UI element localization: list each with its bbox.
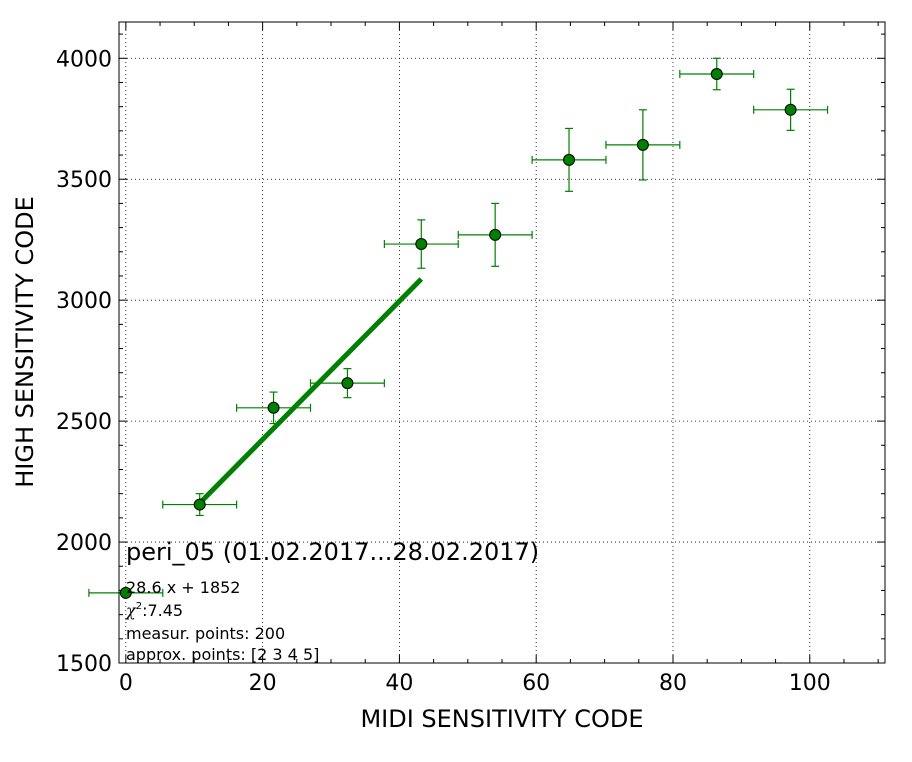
y-ticks: 1500 2000 2500 3000 3500 4000 [56,33,885,677]
x-tick-label: 0 [119,671,133,696]
measur-points: measur. points: 200 [126,624,285,643]
x-tick-label: 20 [249,671,277,696]
x-axis-label: MIDI SENSITIVITY CODE [360,705,643,733]
fit-equation: 28.6 x + 1852 [126,578,240,597]
fit-line [197,277,424,505]
approx-points: approx. points: [2 3 4 5] [126,645,319,664]
y-tick-label: 3500 [56,168,112,193]
x-tick-label: 40 [385,671,413,696]
y-tick-label: 2500 [56,410,112,435]
x-tick-label: 80 [659,671,687,696]
data-point [341,377,354,390]
y-tick-label: 3000 [56,289,112,314]
x-tick-label: 60 [522,671,550,696]
data-point [489,228,502,241]
y-tick-label: 2000 [56,531,112,556]
data-point [193,498,206,511]
data-point [415,238,428,251]
data-point [563,153,576,166]
chart-title: peri_05 (01.02.2017...28.02.2017) [126,538,539,566]
grid [119,22,885,664]
plot-frame [118,21,886,664]
data-point [636,138,649,151]
y-tick-label: 1500 [56,652,112,677]
data-point [119,586,132,599]
x-tick-label: 100 [789,671,831,696]
fit-line-group [197,277,424,505]
data-point [267,401,280,414]
chi2-label: χ2:7.45 [125,601,183,620]
y-axis-label: HIGH SENSITIVITY CODE [11,196,39,488]
data-point [710,68,723,81]
y-tick-label: 4000 [56,47,112,72]
chi2-value: :7.45 [142,601,183,620]
data-points [88,57,829,599]
x-ticks: 0 20 40 60 80 100 [119,22,879,696]
data-point [784,103,797,116]
